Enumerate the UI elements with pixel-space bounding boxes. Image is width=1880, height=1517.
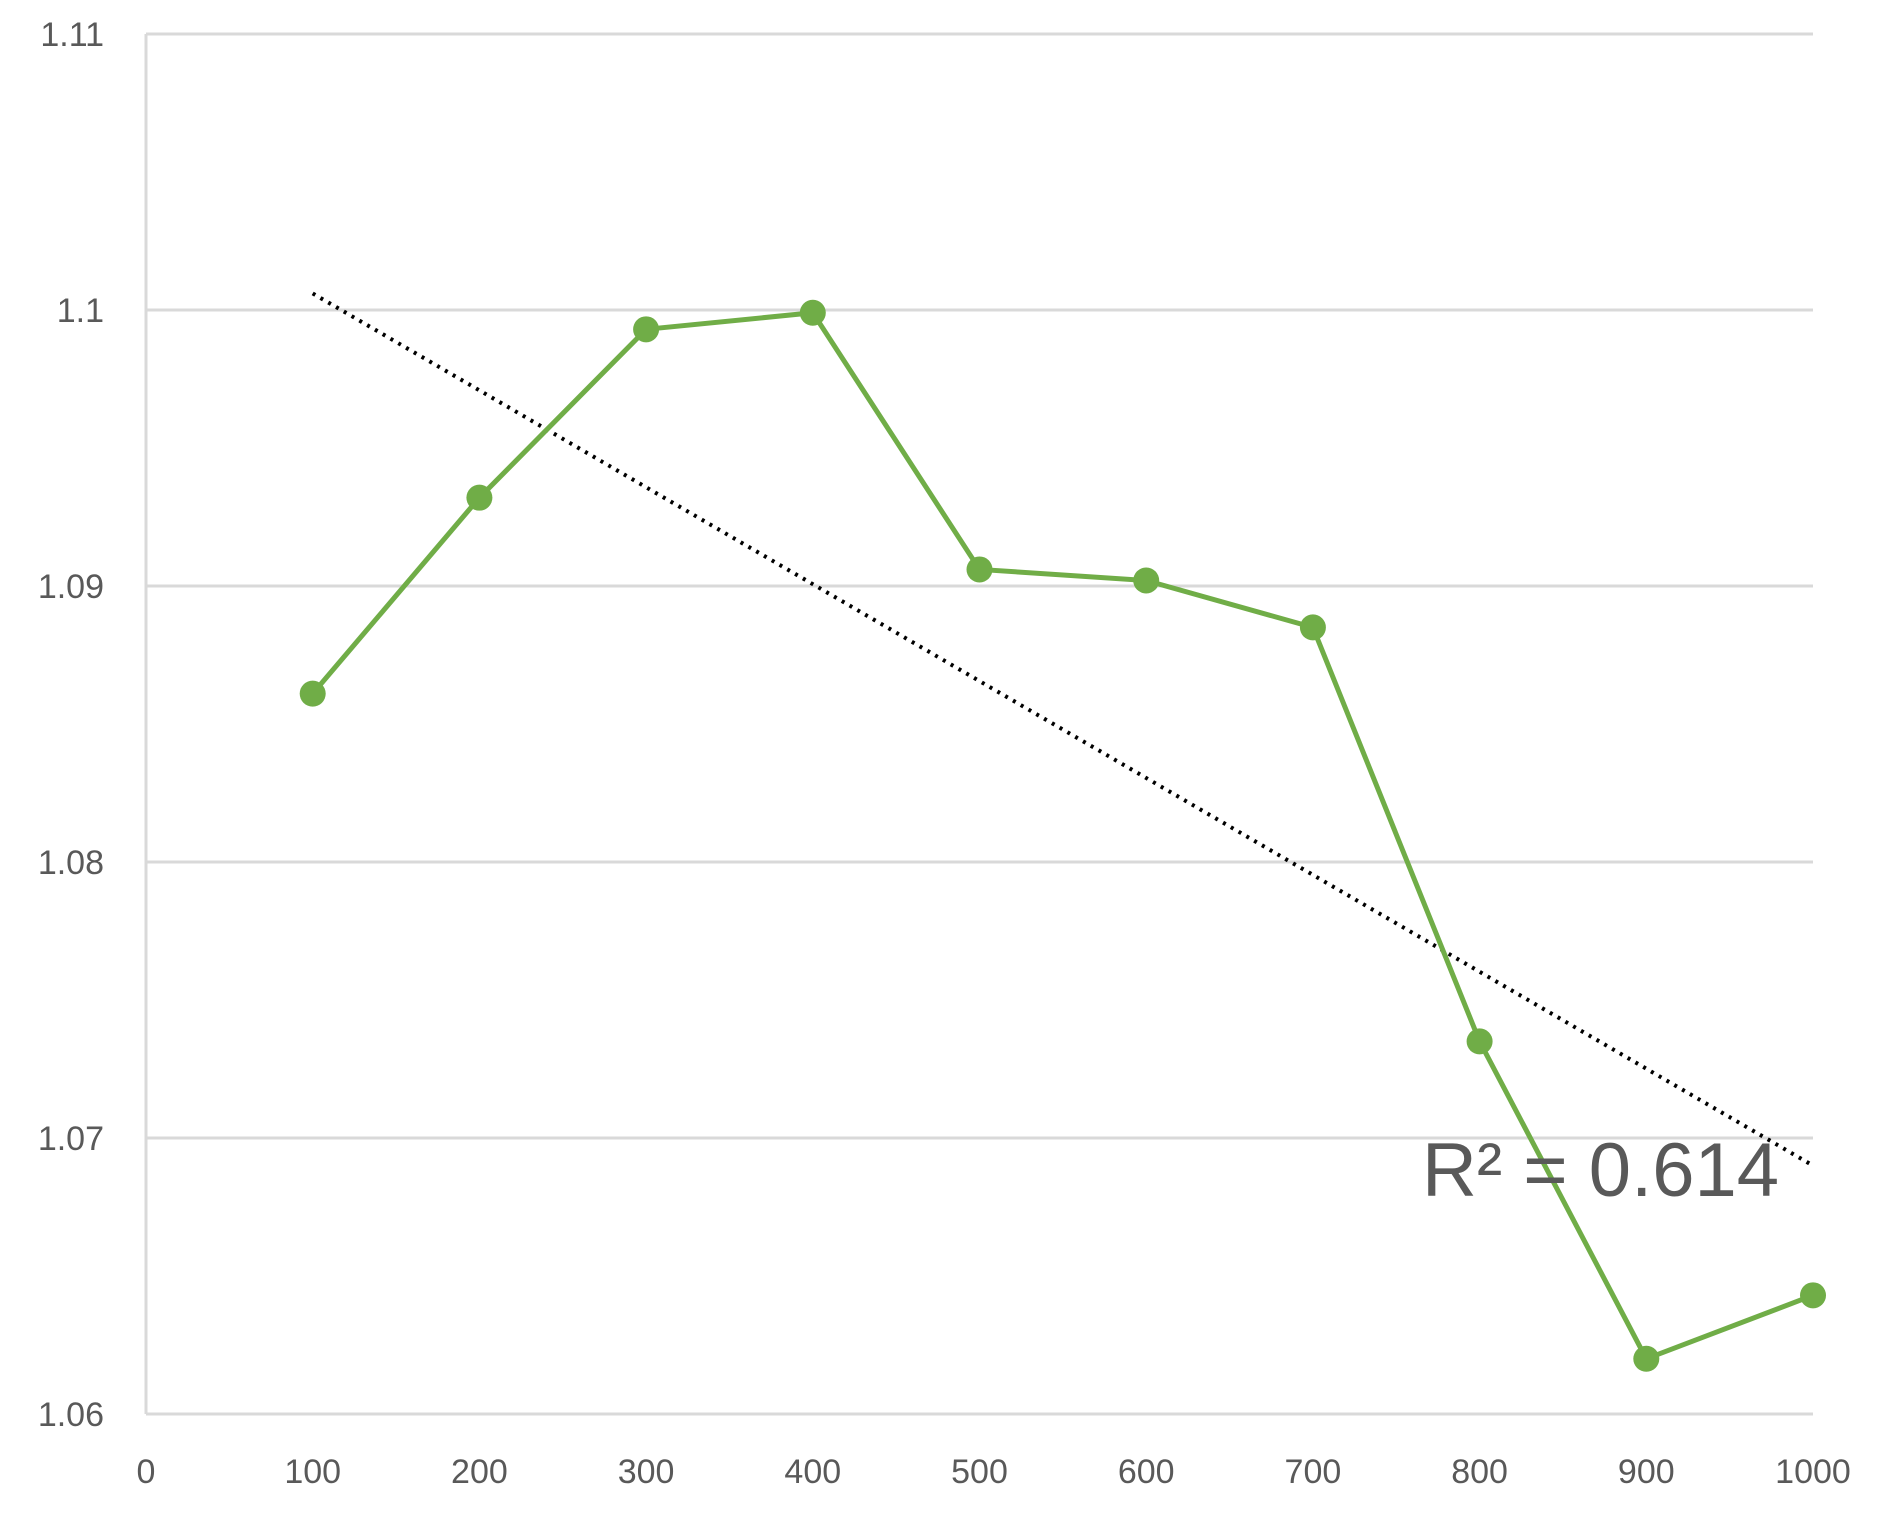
x-tick-label: 500: [951, 1453, 1008, 1491]
trendline: [311, 291, 1815, 1168]
y-tick-label: 1.07: [38, 1120, 104, 1158]
data-point: [1466, 1028, 1493, 1055]
x-tick-label: 800: [1451, 1453, 1508, 1491]
data-point: [633, 316, 660, 343]
data-point: [1800, 1282, 1826, 1309]
data-point: [1299, 614, 1326, 641]
data-markers: [299, 299, 1826, 1372]
x-tick-label: 0: [137, 1453, 156, 1491]
x-tick-labels: 0 100 200 300 400 500 600 700 800 900 1000: [137, 1453, 1851, 1491]
x-tick-label: 200: [451, 1453, 508, 1491]
data-point: [799, 299, 826, 326]
y-tick-label: 1.11: [40, 16, 104, 54]
x-tick-label: 700: [1285, 1453, 1342, 1491]
x-tick-label: 900: [1618, 1453, 1675, 1491]
series-line: [310, 310, 1814, 1362]
data-point: [466, 484, 493, 511]
data-point: [1633, 1345, 1660, 1372]
r-squared-label: R² = 0.614: [1422, 1128, 1779, 1213]
y-tick-label: 1.1: [57, 292, 104, 330]
y-tick-label: 1.08: [38, 844, 104, 882]
data-point: [1133, 567, 1160, 594]
x-tick-label: 1000: [1775, 1453, 1851, 1491]
y-tick-label: 1.06: [38, 1396, 104, 1434]
x-tick-label: 600: [1118, 1453, 1175, 1491]
y-tick-labels: 1.06 1.07 1.08 1.09 1.1 1.11: [38, 16, 104, 1434]
x-tick-label: 100: [284, 1453, 341, 1491]
y-tick-label: 1.09: [38, 568, 104, 606]
x-tick-label: 400: [784, 1453, 841, 1491]
x-tick-label: 300: [618, 1453, 675, 1491]
data-point: [299, 680, 326, 707]
data-point: [966, 556, 993, 583]
